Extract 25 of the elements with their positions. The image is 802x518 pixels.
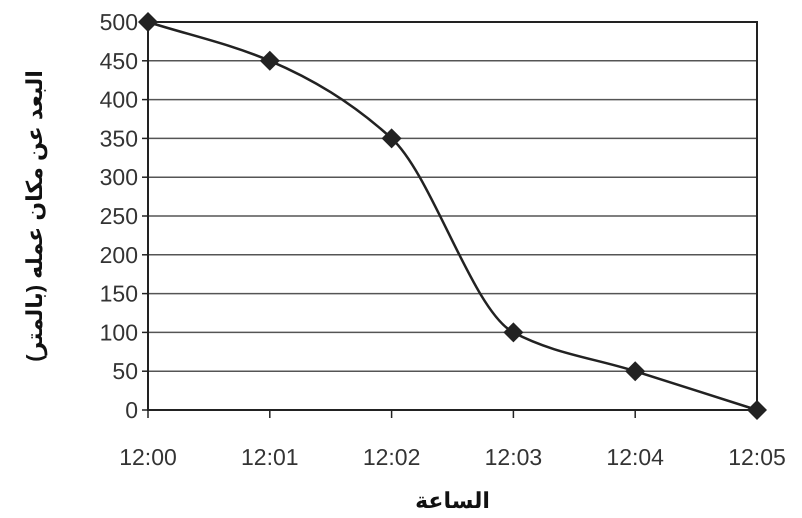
y-tick-label: 350	[100, 125, 138, 152]
x-tick-label: 12:05	[728, 444, 786, 470]
x-axis-title: الساعة	[415, 488, 490, 513]
y-tick-label: 250	[100, 203, 138, 229]
x-tick-label: 12:03	[484, 444, 542, 470]
y-tick-label: 300	[100, 164, 138, 190]
y-tick-label: 100	[100, 319, 138, 346]
point	[625, 361, 646, 382]
x-tick-label: 12:01	[241, 444, 299, 470]
point	[382, 128, 402, 148]
x-tick-label: 12:02	[362, 444, 420, 470]
x-tick-label: 12:00	[119, 444, 177, 470]
point	[138, 12, 158, 32]
point	[260, 50, 280, 71]
y-tick-label: 150	[100, 280, 138, 307]
y-tick-label: 50	[112, 358, 138, 384]
x-tick-label: 12:04	[606, 444, 664, 470]
y-tick-label: 400	[100, 86, 138, 113]
point	[503, 322, 524, 342]
y-tick-label: 450	[100, 48, 138, 74]
point	[747, 400, 767, 420]
y-tick-label: 0	[125, 397, 138, 423]
y-tick-label: 200	[100, 242, 138, 268]
y-tick-label: 500	[100, 9, 138, 35]
y-axis-title: البعد عن مكان عمله (بالمتر)	[22, 70, 48, 362]
